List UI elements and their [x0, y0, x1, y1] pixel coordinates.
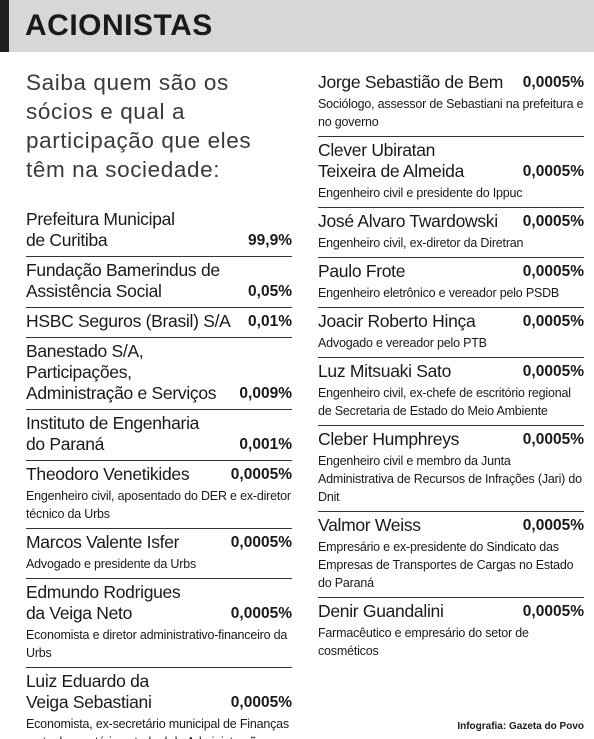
- shareholder-description: Engenheiro civil, ex-chefe de escritório…: [318, 386, 571, 418]
- shareholder-row: Jorge Sebastião de Bem 0,0005%: [318, 72, 584, 93]
- shareholder-entry: Denir Guandalini 0,0005% Farmacêutico e em…: [318, 598, 584, 665]
- shareholder-name: Instituto de Engenharia do Paraná: [26, 413, 200, 454]
- shareholder-entry: Cleber Humphreys 0,0005% Engenheiro civil …: [318, 426, 584, 512]
- shareholder-name: Jorge Sebastião de Bem: [318, 72, 504, 92]
- shareholder-entry: Luz Mitsuaki Sato 0,0005% Engenheiro civil…: [318, 358, 584, 426]
- shareholder-name: Denir Guandalini: [318, 601, 444, 621]
- intro-text: Saiba quem são os sócios e qual a partic…: [26, 70, 252, 182]
- shareholder-description: Sociólogo, assessor de Sebastiani na pre…: [318, 97, 584, 129]
- shareholder-list-left: Prefeitura Municipal de Curitiba 99,9% Fun…: [26, 206, 292, 739]
- shareholder-share: 0,0005%: [522, 603, 584, 620]
- shareholder-description: Engenheiro eletrônico e vereador pelo PS…: [318, 286, 560, 300]
- shareholder-entry: Marcos Valente Isfer 0,0005% Advogado e pr…: [26, 529, 292, 579]
- shareholder-name: Theodoro Venetikides: [26, 464, 190, 484]
- shareholder-share: 0,05%: [248, 283, 292, 300]
- right-column: Jorge Sebastião de Bem 0,0005% Sociólogo, …: [318, 66, 584, 665]
- shareholder-row: Cleber Humphreys 0,0005%: [318, 429, 584, 450]
- shareholder-row: Denir Guandalini 0,0005%: [318, 601, 584, 622]
- shareholder-description: Empresário e ex-presidente do Sindicato …: [318, 540, 574, 590]
- shareholder-name: Banestado S/A, Participações, Administra…: [26, 341, 217, 403]
- shareholder-name: Joacir Roberto Hinça: [318, 311, 476, 331]
- shareholder-name: Fundação Bamerindus de Assistência Socia…: [26, 260, 220, 301]
- shareholder-row: José Alvaro Twardowski 0,0005%: [318, 211, 584, 232]
- shareholder-name: Luz Mitsuaki Sato: [318, 361, 452, 381]
- shareholder-row: Paulo Frote 0,0005%: [318, 261, 584, 282]
- shareholder-description: Advogado e vereador pelo PTB: [318, 336, 487, 350]
- shareholder-entry: José Alvaro Twardowski 0,0005% Engenheiro …: [318, 208, 584, 258]
- shareholder-share: 0,001%: [239, 436, 292, 453]
- shareholder-description: Engenheiro civil e membro da Junta Admin…: [318, 454, 582, 504]
- shareholder-name: Cleber Humphreys: [318, 429, 460, 449]
- shareholder-entry: Luiz Eduardo da Veiga Sebastiani 0,0005% E…: [26, 668, 292, 739]
- shareholder-row: Clever Ubiratan Teixeira de Almeida 0,000…: [318, 140, 584, 182]
- shareholder-row: Fundação Bamerindus de Assistência Socia…: [26, 260, 292, 302]
- shareholder-row: Instituto de Engenharia do Paraná 0,001%: [26, 413, 292, 455]
- shareholder-entry: Banestado S/A, Participações, Administra…: [26, 338, 292, 410]
- shareholder-entry: Theodoro Venetikides 0,0005% Engenheiro ci…: [26, 461, 292, 529]
- shareholder-description: Engenheiro civil e presidente do Ippuc: [318, 186, 523, 200]
- shareholder-description: Economista e diretor administrativo-fina…: [26, 628, 288, 660]
- shareholder-entry: Fundação Bamerindus de Assistência Socia…: [26, 257, 292, 308]
- shareholder-share: 0,01%: [248, 313, 292, 330]
- shareholder-description: Engenheiro civil, ex-diretor da Diretran: [318, 236, 524, 250]
- shareholder-share: 0,0005%: [522, 363, 584, 380]
- shareholder-entry: Instituto de Engenharia do Paraná 0,001%: [26, 410, 292, 461]
- shareholder-share: 0,0005%: [230, 605, 292, 622]
- shareholder-name: Clever Ubiratan Teixeira de Almeida: [318, 140, 465, 181]
- shareholder-name: Paulo Frote: [318, 261, 406, 281]
- shareholder-share: 0,0005%: [522, 431, 584, 448]
- shareholder-description: Economista, ex-secretário municipal de F…: [26, 717, 289, 739]
- left-column: Saiba quem são os sócios e qual a partic…: [26, 66, 292, 739]
- shareholder-share: 0,0005%: [230, 466, 292, 483]
- shareholder-entry: Edmundo Rodrigues da Veiga Neto 0,0005% Ec…: [26, 579, 292, 668]
- shareholder-share: 0,0005%: [522, 163, 584, 180]
- shareholder-list-right: Jorge Sebastião de Bem 0,0005% Sociólogo, …: [318, 66, 584, 665]
- shareholder-entry: Joacir Roberto Hinça 0,0005% Advogado e ve…: [318, 308, 584, 358]
- shareholder-name: José Alvaro Twardowski: [318, 211, 498, 231]
- shareholder-row: Marcos Valente Isfer 0,0005%: [26, 532, 292, 553]
- shareholder-share: 0,0005%: [522, 74, 584, 91]
- shareholder-share: 0,0005%: [522, 213, 584, 230]
- shareholder-row: Theodoro Venetikides 0,0005%: [26, 464, 292, 485]
- shareholder-share: 0,0005%: [230, 534, 292, 551]
- shareholder-description: Farmacêutico e empresário do setor de co…: [318, 626, 529, 658]
- shareholder-name: Edmundo Rodrigues da Veiga Neto: [26, 582, 181, 623]
- credit-label: Infografia:: [457, 721, 507, 732]
- shareholder-row: Prefeitura Municipal de Curitiba 99,9%: [26, 209, 292, 251]
- shareholder-entry: Prefeitura Municipal de Curitiba 99,9%: [26, 206, 292, 257]
- shareholder-name: Luiz Eduardo da Veiga Sebastiani: [26, 671, 152, 712]
- shareholder-entry: Clever Ubiratan Teixeira de Almeida 0,000…: [318, 137, 584, 208]
- shareholder-row: Joacir Roberto Hinça 0,0005%: [318, 311, 584, 332]
- shareholder-share: 0,0005%: [230, 694, 292, 711]
- credit-line: Infografia: Gazeta do Povo: [457, 721, 584, 732]
- shareholder-share: 0,0005%: [522, 517, 584, 534]
- shareholder-entry: HSBC Seguros (Brasil) S/A 0,01%: [26, 308, 292, 338]
- shareholder-share: 0,0005%: [522, 263, 584, 280]
- shareholder-entry: Valmor Weiss 0,0005% Empresário e ex-presi…: [318, 512, 584, 598]
- page-title: ACIONISTAS: [25, 9, 213, 42]
- shareholder-description: Advogado e presidente da Urbs: [26, 557, 197, 571]
- shareholder-row: Edmundo Rodrigues da Veiga Neto 0,0005%: [26, 582, 292, 624]
- shareholder-row: HSBC Seguros (Brasil) S/A 0,01%: [26, 311, 292, 332]
- shareholder-share: 0,0005%: [522, 313, 584, 330]
- shareholder-entry: Paulo Frote 0,0005% Engenheiro eletrônico …: [318, 258, 584, 308]
- shareholder-entry: Jorge Sebastião de Bem 0,0005% Sociólogo, …: [318, 66, 584, 137]
- credit-source: Gazeta do Povo: [508, 721, 584, 732]
- shareholder-row: Luiz Eduardo da Veiga Sebastiani 0,0005%: [26, 671, 292, 713]
- shareholder-name: Prefeitura Municipal de Curitiba: [26, 209, 175, 250]
- shareholder-name: HSBC Seguros (Brasil) S/A: [26, 311, 231, 331]
- header-bar: ACIONISTAS: [0, 0, 594, 52]
- shareholder-share: 0,009%: [239, 385, 292, 402]
- shareholder-share: 99,9%: [248, 232, 292, 249]
- shareholder-name: Valmor Weiss: [318, 515, 421, 535]
- shareholder-row: Luz Mitsuaki Sato 0,0005%: [318, 361, 584, 382]
- shareholder-name: Marcos Valente Isfer: [26, 532, 180, 552]
- shareholder-row: Valmor Weiss 0,0005%: [318, 515, 584, 536]
- shareholder-row: Banestado S/A, Participações, Administra…: [26, 341, 292, 404]
- shareholder-description: Engenheiro civil, aposentado do DER e ex…: [26, 489, 291, 521]
